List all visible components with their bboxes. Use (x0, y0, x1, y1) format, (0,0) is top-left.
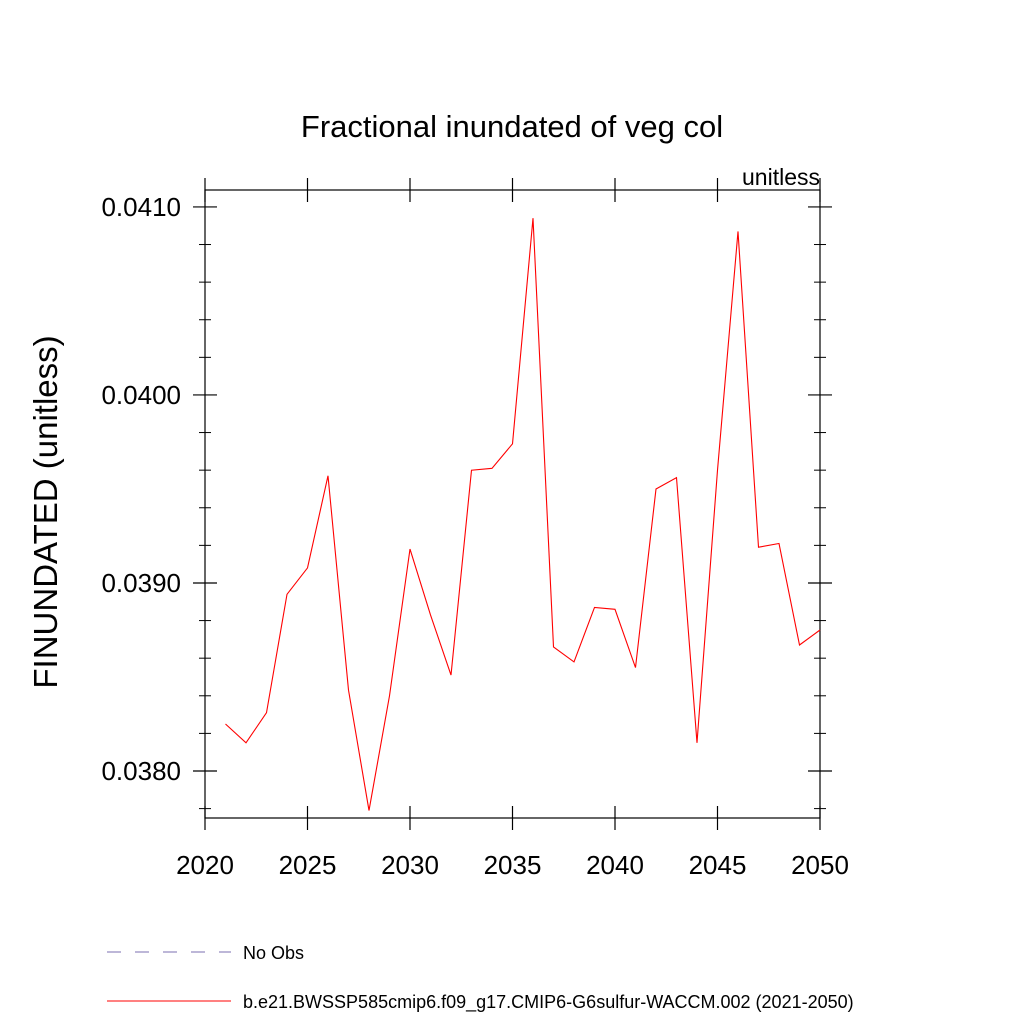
y-tick-label: 0.0400 (101, 380, 181, 410)
x-tick-label: 2040 (586, 850, 644, 880)
series-line (225, 218, 821, 811)
y-tick-label: 0.0390 (101, 568, 181, 598)
legend: No Obs b.e21.BWSSP585cmip6.f09_g17.CMIP6-… (107, 943, 854, 1013)
chart-title: Fractional inundated of veg col (301, 109, 723, 144)
x-tick-label: 2020 (176, 850, 234, 880)
legend-label: b.e21.BWSSP585cmip6.f09_g17.CMIP6-G6sulf… (243, 992, 854, 1013)
plot-frame (204, 189, 821, 819)
x-tick-label: 2035 (484, 850, 542, 880)
legend-label: No Obs (243, 943, 304, 963)
x-tick-label: 2025 (279, 850, 337, 880)
y-axis-label: FINUNDATED (unitless) (27, 335, 64, 688)
x-tick-label: 2045 (689, 850, 747, 880)
y-tick-label: 0.0410 (101, 192, 181, 222)
x-tick-label: 2030 (381, 850, 439, 880)
y-tick-label: 0.0380 (101, 756, 181, 786)
axis-tick-labels: 0.0380 0.0390 0.0400 0.0410 2020 2025 2030 2035… (101, 192, 848, 880)
x-tick-label: 2050 (791, 850, 849, 880)
series-layer (225, 218, 821, 811)
units-label: unitless (742, 164, 820, 190)
axis-ticks (193, 178, 832, 830)
